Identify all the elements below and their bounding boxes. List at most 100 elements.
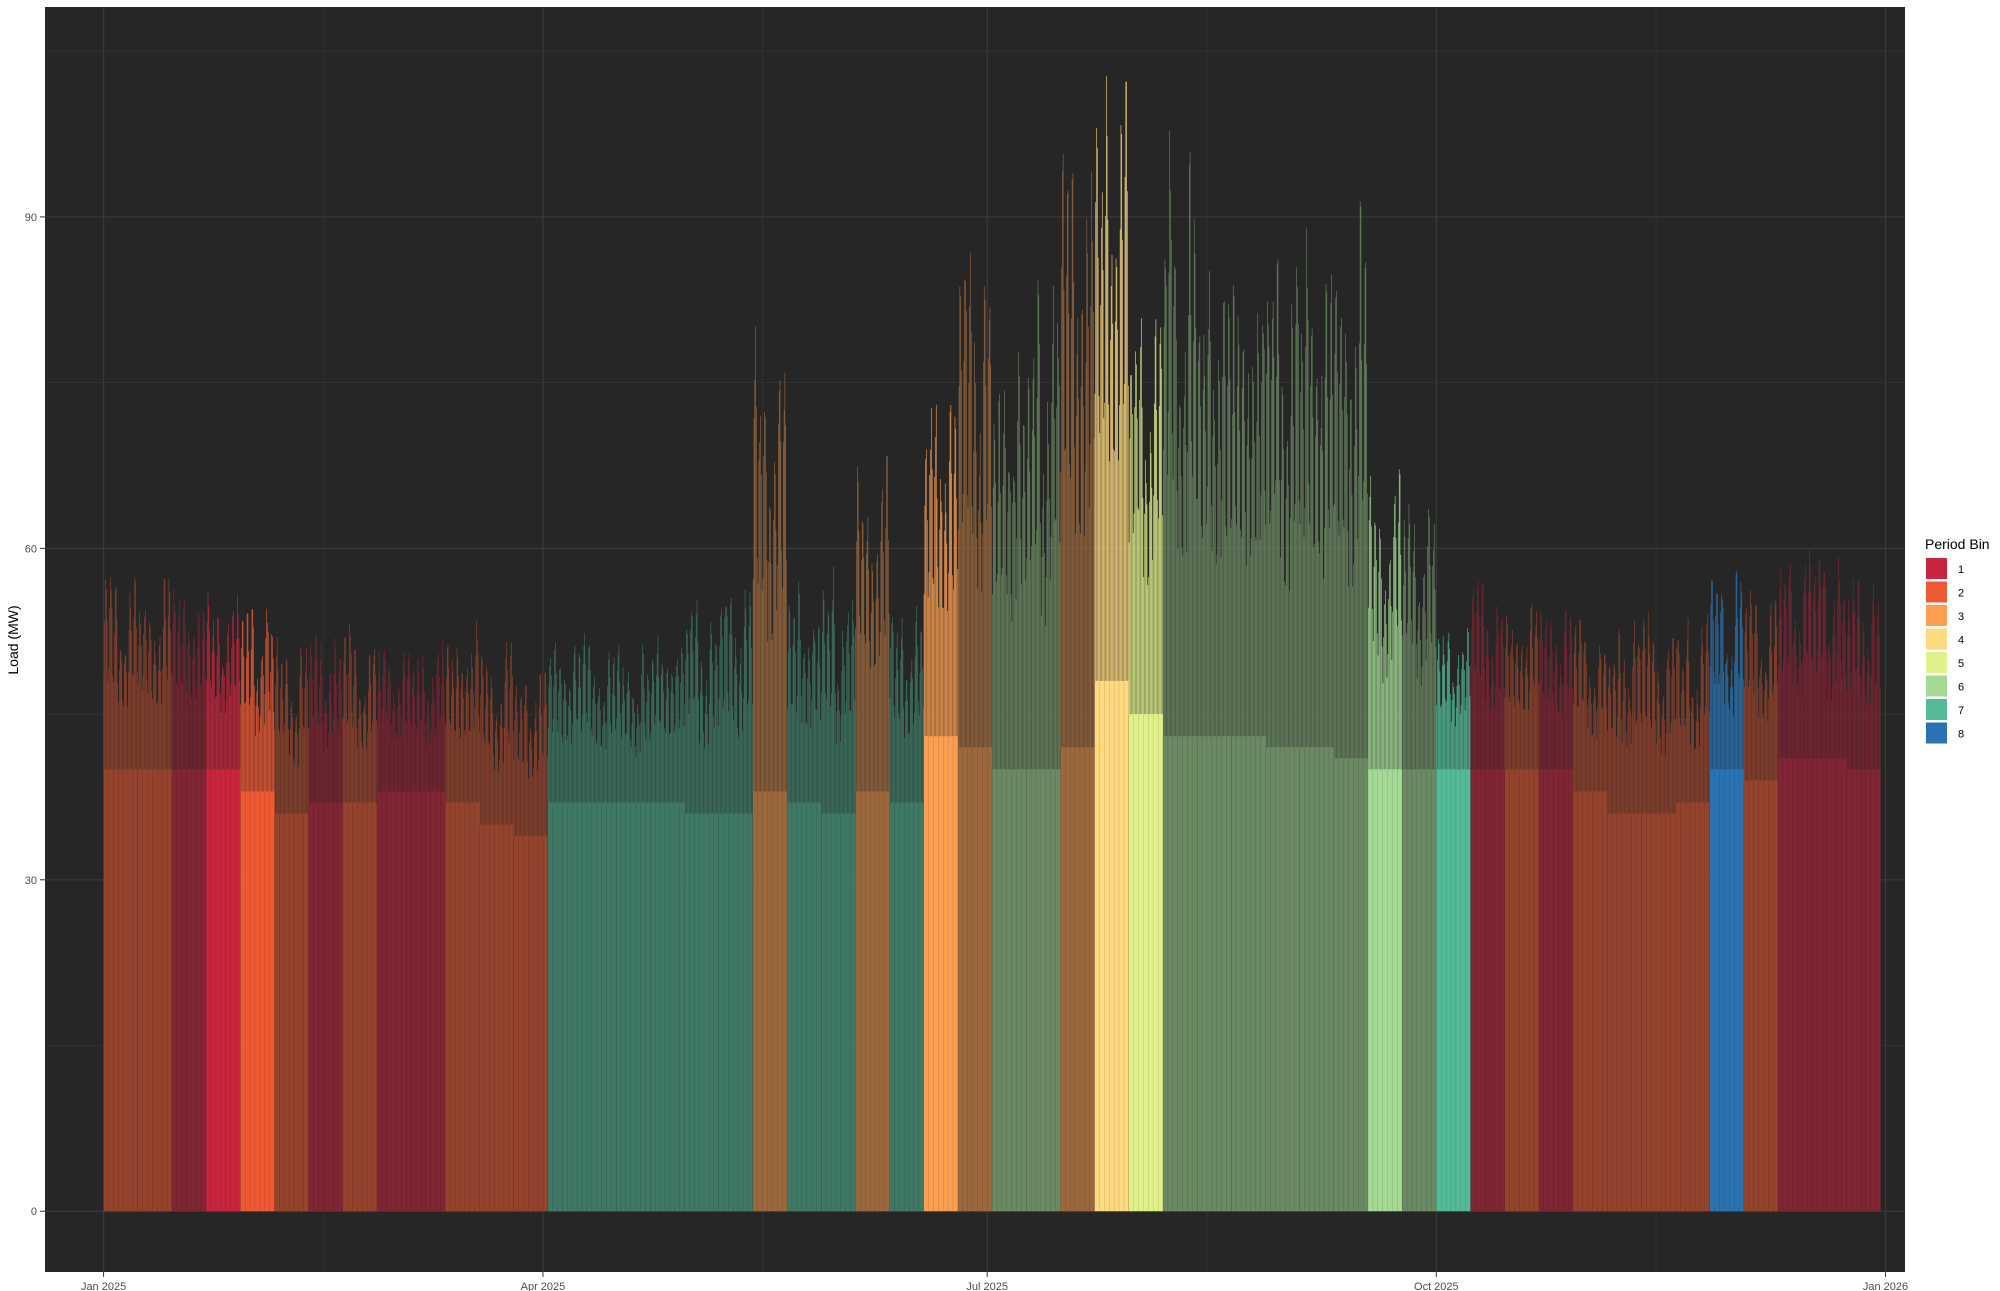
bar-spike <box>913 724 914 803</box>
bar-base <box>923 736 958 1212</box>
bar-spike <box>1227 385 1228 737</box>
y-tick-label: 30 <box>25 875 37 887</box>
bar-spike <box>1423 577 1424 770</box>
bar-spike <box>134 576 136 770</box>
bar-spike <box>1160 327 1162 715</box>
bar-spike <box>993 423 995 770</box>
bar-spike <box>1541 617 1542 770</box>
bar-spike <box>157 701 158 770</box>
period-block <box>1128 318 1163 1212</box>
bar-spike <box>1299 524 1301 748</box>
x-tick-label: Apr 2025 <box>521 1281 566 1291</box>
bar-spike <box>1009 491 1011 770</box>
bar-spike <box>433 698 435 792</box>
period-block <box>1504 603 1539 1212</box>
bar-spike <box>1012 502 1014 770</box>
bar-spike <box>1771 652 1773 781</box>
bar-spike <box>462 673 464 803</box>
bar-spike <box>1270 510 1271 748</box>
bar-spike <box>594 676 595 803</box>
bar-spike <box>1174 266 1175 737</box>
bar-spike <box>1321 375 1323 748</box>
bar-spike <box>1655 720 1656 815</box>
bar-spike <box>160 671 162 770</box>
bar-spike <box>730 603 731 815</box>
bar-spike <box>712 662 713 815</box>
bar-spike <box>185 677 187 770</box>
bar-spike <box>1217 463 1219 737</box>
bar-spike <box>1756 605 1757 781</box>
bar-spike <box>416 693 418 792</box>
bar-spike <box>1149 431 1151 715</box>
bar-spike <box>1685 718 1686 803</box>
bar-spike <box>1605 664 1607 792</box>
legend-swatch <box>1926 581 1947 603</box>
bar-spike <box>1603 655 1605 792</box>
bar-spike <box>1805 597 1807 759</box>
bar-spike <box>1547 698 1549 770</box>
bar-spike <box>1037 280 1039 770</box>
bar-spike <box>492 714 494 826</box>
bar-spike <box>335 648 337 803</box>
bar-spike <box>896 632 898 803</box>
bar-spike <box>1189 151 1191 737</box>
bar-spike <box>851 645 852 815</box>
bar-spike <box>1850 690 1852 770</box>
bar-spike <box>683 725 685 803</box>
bar-spike <box>1062 153 1064 748</box>
bar-spike <box>869 641 870 792</box>
bar-spike <box>1797 693 1799 759</box>
bar-spike <box>537 770 538 837</box>
bar-spike <box>1110 285 1112 682</box>
bar-spike <box>402 682 403 792</box>
bar-spike <box>1520 670 1521 770</box>
bar-spike <box>1258 436 1260 737</box>
bar-spike <box>1873 582 1874 770</box>
bar-spike <box>1410 566 1411 770</box>
bar-spike <box>997 502 999 770</box>
bar-spike <box>1564 610 1566 770</box>
bar-spike <box>149 622 150 770</box>
bar-spike <box>727 691 729 815</box>
bar-spike <box>1598 668 1599 792</box>
bar-spike <box>783 409 785 792</box>
bar-spike <box>432 676 433 792</box>
bar-spike <box>202 639 203 770</box>
bar-spike <box>505 658 507 826</box>
bar-spike <box>609 677 611 803</box>
bar-spike <box>271 634 272 792</box>
bar-spike <box>769 509 771 792</box>
bar-spike <box>200 685 202 770</box>
bar-spike <box>1621 743 1623 815</box>
bar-spike <box>931 408 932 737</box>
bar-spike <box>620 713 621 803</box>
bar-spike <box>1515 663 1516 770</box>
legend-title: Period Bin <box>1925 536 1990 552</box>
bar-spike <box>1197 361 1199 737</box>
bar-spike <box>953 589 954 737</box>
bar-spike <box>1647 611 1649 815</box>
bar-spike <box>485 665 487 826</box>
bar-spike <box>225 701 227 770</box>
bar-spike <box>1082 309 1084 748</box>
bar-spike <box>1495 644 1497 770</box>
bar-spike <box>186 692 188 770</box>
bar-spike <box>1068 313 1070 748</box>
bar-spike <box>1455 726 1456 770</box>
bar-spike <box>941 512 943 737</box>
bar-spike <box>1832 636 1834 759</box>
bar-spike <box>1087 253 1088 748</box>
bar-spike <box>992 594 993 770</box>
bar-spike <box>1127 385 1129 682</box>
bar-spike <box>481 656 482 826</box>
bar-spike <box>1569 620 1571 770</box>
bar-spike <box>1599 652 1601 792</box>
bar-spike <box>996 574 998 770</box>
bar-spike <box>836 711 838 815</box>
bar-spike <box>676 666 677 803</box>
bar-spike <box>280 688 281 815</box>
legend-item: 7 <box>1926 699 1964 720</box>
bar-spike <box>276 655 277 815</box>
bar-spike <box>1687 618 1689 803</box>
bar-spike <box>1173 305 1175 737</box>
